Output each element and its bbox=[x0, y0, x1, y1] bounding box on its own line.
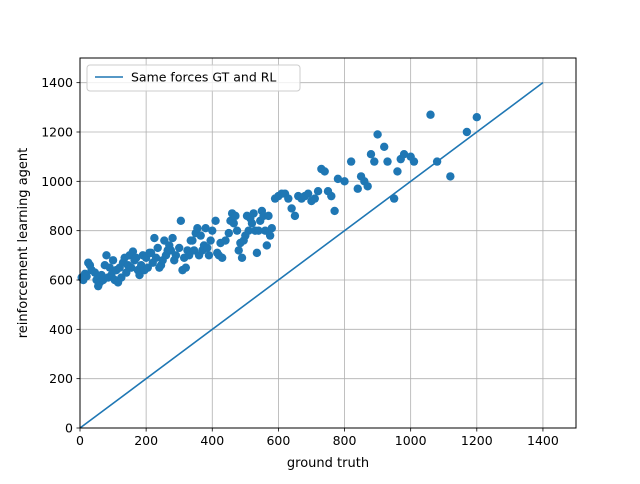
scatter-point bbox=[181, 263, 191, 272]
scatter-point bbox=[393, 167, 402, 176]
scatter-point bbox=[287, 204, 296, 213]
scatter-point bbox=[82, 272, 91, 281]
scatter-point bbox=[267, 224, 276, 233]
scatter-point bbox=[353, 184, 362, 193]
scatter-point bbox=[150, 233, 159, 243]
scatter-point bbox=[168, 233, 177, 243]
x-tick-label: 400 bbox=[200, 433, 224, 448]
scatter-point bbox=[127, 263, 136, 272]
x-tick-label: 1200 bbox=[461, 433, 493, 448]
x-tick-label: 800 bbox=[333, 433, 357, 448]
scatter-point bbox=[310, 194, 319, 203]
scatter-point bbox=[204, 251, 214, 260]
y-tick-label: 600 bbox=[49, 273, 73, 288]
scatter-point bbox=[399, 150, 409, 159]
scatter-point bbox=[132, 253, 141, 262]
y-axis-label: reinforcement learning agent bbox=[16, 148, 31, 339]
scatter-point bbox=[237, 253, 247, 262]
scatter-point bbox=[105, 263, 114, 272]
scatter-point bbox=[108, 256, 118, 265]
scatter-point bbox=[171, 251, 181, 260]
scatter-point bbox=[153, 243, 162, 253]
scatter-point bbox=[201, 224, 210, 233]
scatter-point bbox=[206, 236, 215, 245]
scatter-point bbox=[313, 187, 323, 196]
y-tick-label: 200 bbox=[49, 371, 73, 386]
scatter-point bbox=[203, 243, 212, 253]
scatter-point bbox=[244, 226, 253, 235]
x-tick-label: 200 bbox=[134, 433, 158, 448]
scatter-point bbox=[252, 248, 262, 258]
scatter-point bbox=[363, 182, 372, 191]
plot-frame bbox=[79, 57, 577, 429]
scatter-point bbox=[366, 150, 376, 159]
scatter-point bbox=[462, 127, 472, 137]
legend-entry-label: Same forces GT and RL bbox=[131, 70, 276, 85]
scatter-point bbox=[389, 194, 399, 203]
scatter-point bbox=[380, 142, 389, 151]
y-tick-label: 800 bbox=[49, 223, 73, 238]
scatter-point bbox=[426, 110, 435, 119]
scatter-point bbox=[175, 243, 184, 253]
scatter-point bbox=[254, 226, 263, 235]
y-tick-label: 400 bbox=[49, 322, 73, 337]
scatter-point bbox=[432, 157, 442, 166]
identity-line bbox=[79, 82, 544, 429]
scatter-point bbox=[224, 228, 233, 238]
series-layer bbox=[77, 82, 544, 429]
y-tick-label: 0 bbox=[65, 421, 73, 436]
scatter-point bbox=[193, 224, 202, 233]
x-tick-label: 0 bbox=[76, 433, 84, 448]
scatter-point bbox=[340, 177, 349, 186]
scatter-point bbox=[264, 211, 273, 221]
scatter-point bbox=[262, 241, 272, 250]
scatter-point bbox=[229, 219, 238, 228]
scatter-point bbox=[211, 216, 220, 225]
scatter-point bbox=[90, 268, 100, 277]
scatter-point bbox=[373, 130, 382, 139]
scatter-point bbox=[232, 226, 242, 235]
scatter-point bbox=[290, 211, 300, 221]
scatter-point bbox=[102, 251, 111, 260]
scatter-point bbox=[370, 157, 379, 166]
y-tick-label: 1200 bbox=[41, 125, 73, 140]
scatter-point bbox=[247, 219, 257, 228]
scatter-point bbox=[303, 189, 313, 198]
scatter-point bbox=[151, 253, 161, 262]
scatter-point bbox=[265, 231, 275, 240]
scatter-point bbox=[231, 211, 240, 221]
scatter-point bbox=[196, 231, 205, 240]
scatter-point bbox=[221, 236, 230, 245]
scatter-point bbox=[472, 113, 481, 122]
x-tick-label: 1000 bbox=[395, 433, 427, 448]
x-axis-label: ground truth bbox=[287, 456, 369, 471]
scatter-point bbox=[208, 226, 217, 235]
scatter-point bbox=[234, 246, 243, 255]
legend-box bbox=[86, 64, 301, 92]
scatter-point bbox=[128, 247, 138, 256]
y-tick-label: 1400 bbox=[41, 75, 73, 90]
scatter-point bbox=[446, 172, 455, 181]
legend: Same forces GT and RL bbox=[86, 64, 301, 92]
scatter-point bbox=[320, 167, 329, 176]
scatter-point bbox=[217, 253, 227, 262]
x-tick-label: 600 bbox=[266, 433, 290, 448]
tick-layer: 0 200 400 600 800 1000 1200 1400 0 200 400 600 800 10… bbox=[41, 75, 559, 448]
scatter-point bbox=[249, 209, 258, 218]
scatter-point bbox=[330, 206, 339, 216]
scatter-point bbox=[346, 157, 356, 166]
x-tick-label: 1400 bbox=[527, 433, 559, 448]
scatter-point bbox=[383, 157, 392, 166]
scatter-point bbox=[176, 216, 186, 225]
grid-layer bbox=[79, 58, 576, 429]
scatter-point bbox=[284, 194, 293, 203]
scatter-point bbox=[409, 157, 419, 166]
y-tick-label: 1000 bbox=[41, 174, 73, 189]
scatter-point bbox=[333, 174, 343, 184]
scatter-point bbox=[188, 236, 197, 245]
scatter-point bbox=[327, 191, 336, 201]
